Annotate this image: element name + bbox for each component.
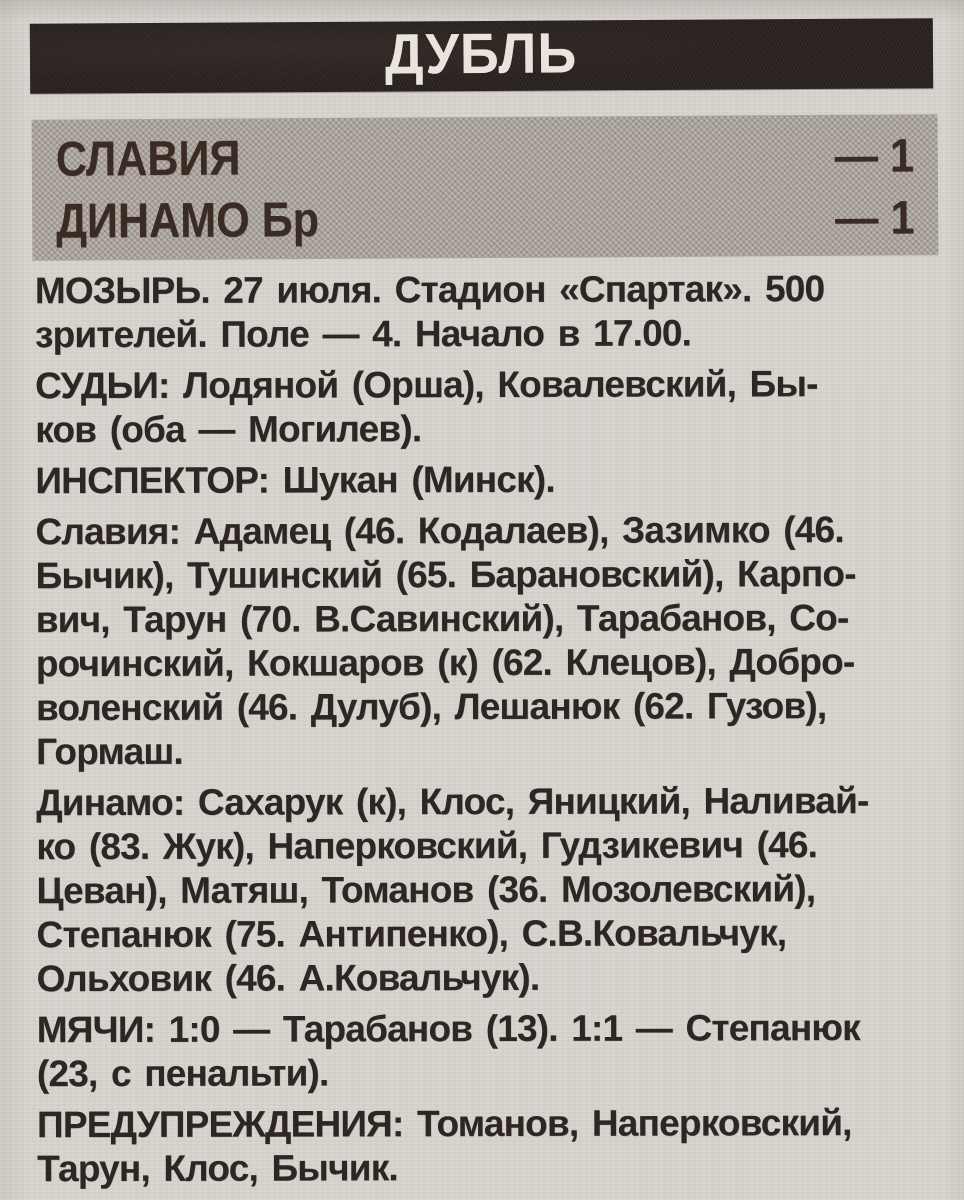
- score-panel: СЛАВИЯ — 1 ДИНАМО Бр — 1: [31, 114, 939, 261]
- home-team-score: — 1: [834, 128, 914, 182]
- paragraph-slavia-lineup: Славия: Адамец (46. Кодалаев), Зазимко (…: [35, 509, 856, 773]
- score-row-away: ДИНАМО Бр — 1: [32, 186, 938, 254]
- away-team-name: ДИНАМО Бр: [56, 193, 320, 249]
- paragraph-goals: МЯЧИ: 1:0 — Тарабанов (13). 1:1 — Степан…: [36, 1007, 860, 1095]
- paragraph-warnings: ПРЕДУПРЕЖДЕНИЯ: Томанов, Наперковский, Т…: [36, 1102, 852, 1190]
- score-row-home: СЛАВИЯ — 1: [32, 124, 938, 192]
- paragraph-venue: МОЗЫРЬ. 27 июля. Стадион «Спартак». 500 …: [34, 268, 825, 356]
- match-report: МОЗЫРЬ. 27 июля. Стадион «Спартак». 500 …: [35, 267, 943, 1198]
- paragraph-inspector: ИНСПЕКТОР: Шукан (Минск).: [35, 458, 555, 502]
- paragraph-referees: СУДЬИ: Лодяной (Орша), Ковалевский, Бы- …: [35, 363, 818, 451]
- away-team-score: — 1: [834, 190, 915, 244]
- paragraph-dinamo-lineup: Динамо: Сахарук (к), Клос, Яницкий, Нали…: [36, 780, 869, 1000]
- section-title: ДУБЛЬ: [385, 20, 578, 87]
- section-header-bar: ДУБЛЬ: [29, 18, 934, 94]
- home-team-name: СЛАВИЯ: [55, 131, 241, 187]
